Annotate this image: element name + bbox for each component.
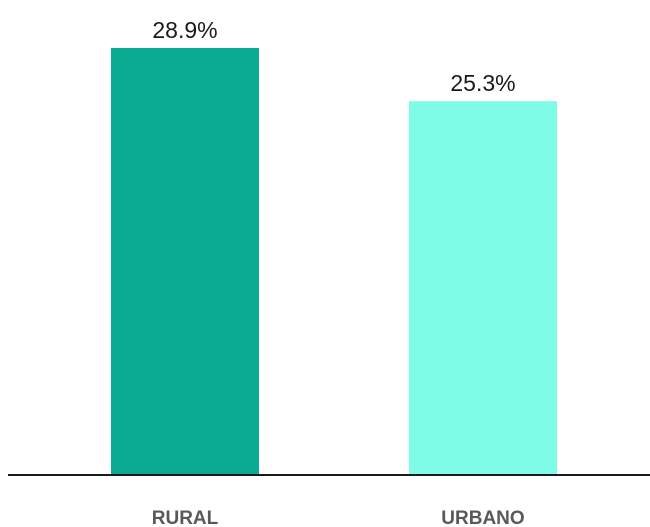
value-label-urbano: 25.3% (450, 70, 515, 96)
category-label-urbano: URBANO (441, 508, 524, 527)
value-labels-group: 28.9% 25.3% (152, 17, 515, 96)
bars-group (111, 48, 557, 475)
bar-rural (111, 48, 259, 475)
value-label-rural: 28.9% (152, 17, 217, 43)
category-label-rural: RURAL (152, 508, 219, 527)
bar-urbano (409, 101, 557, 475)
category-labels-group: RURAL URBANO (152, 508, 525, 527)
